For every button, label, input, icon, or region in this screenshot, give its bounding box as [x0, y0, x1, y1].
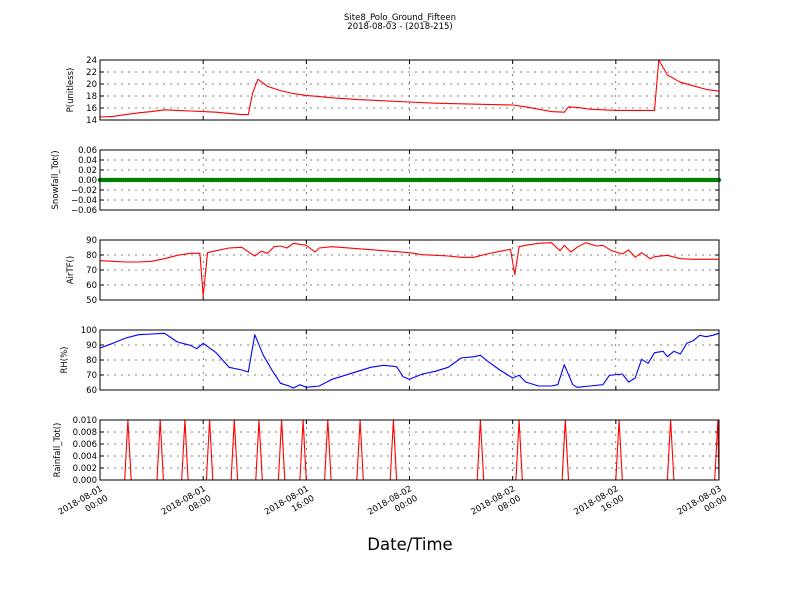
y-axis-ticks: 50 60 70 80 90	[86, 236, 720, 306]
series	[97, 177, 722, 183]
y-tick-label: 0.06	[78, 146, 97, 156]
axes-frame	[99, 419, 720, 481]
y-tick-label: 0.010	[73, 416, 97, 426]
y-tick-label: −0.02	[71, 186, 97, 196]
y-tick-label: 22	[86, 68, 97, 78]
panels: 141618202224P(unitless)−0.06−0.04−0.020.…	[51, 56, 722, 486]
y-tick-label: 80	[86, 251, 97, 261]
y-tick-label: 60	[86, 386, 97, 396]
y-axis-label: Rainfall_Tot()	[53, 423, 63, 478]
y-tick-label: 16	[86, 104, 97, 114]
y-axis-ticks: 60 70 80 90 100	[81, 326, 720, 396]
grid	[100, 330, 719, 390]
y-tick-label: 0.02	[78, 166, 97, 176]
y-tick-label: 0.002	[73, 464, 97, 474]
y-tick-label: 90	[86, 236, 97, 246]
y-axis-label: RH(%)	[60, 346, 70, 373]
y-tick-label: 0.04	[78, 156, 97, 166]
grid	[100, 60, 719, 120]
panel-1: 14 16 18 20 22 24 P(unitless)	[66, 56, 720, 126]
axes-frame	[99, 329, 720, 391]
grid	[100, 240, 719, 300]
y-tick-label: 0.008	[73, 428, 97, 438]
panel-5: 0.000 0.002 0.004 0.006 0.008 0.010 Rainfall_T…	[53, 416, 720, 486]
y-tick-label: 0.00	[78, 176, 97, 186]
y-axis-ticks: 14 16 18 20 22 24	[86, 56, 720, 126]
y-tick-label: −0.04	[71, 196, 97, 206]
y-tick-label: 20	[86, 80, 97, 90]
y-axis-label: AirTF()	[66, 256, 76, 284]
y-tick-label: 24	[86, 56, 97, 66]
series	[99, 332, 720, 389]
y-tick-label: 90	[86, 341, 97, 351]
x-axis-label: Date/Time	[367, 535, 452, 554]
chart-title: Site8_Polo_Ground_Fifteen	[344, 13, 456, 23]
series	[99, 242, 719, 297]
y-tick-label: 100	[81, 326, 97, 336]
y-tick-label: −0.06	[71, 206, 97, 216]
y-tick-label: 60	[86, 281, 97, 291]
series	[99, 59, 720, 118]
grid	[100, 420, 719, 480]
y-tick-label: 80	[86, 356, 97, 366]
y-tick-label: 0.000	[73, 476, 97, 486]
y-axis-label: Snowfall_Tot()	[51, 150, 61, 209]
y-tick-label: 14	[86, 116, 97, 126]
y-tick-label: 0.006	[73, 440, 97, 450]
panel-3: 50 60 70 80 90 AirTF()	[66, 236, 720, 306]
y-tick-label: 18	[86, 92, 97, 102]
axes-frame	[99, 149, 720, 211]
axes-frame	[99, 239, 720, 301]
panel-2: −0.06−0.04−0.020.000.020.040.06 Snowfall_…	[51, 146, 722, 216]
y-tick-label: 0.004	[73, 452, 97, 462]
y-tick-label: 70	[86, 266, 97, 276]
series-line	[99, 59, 720, 118]
panel-4: 60 70 80 90 100 RH(%)	[60, 326, 720, 396]
chart-subtitle: 2018-08-03 - (2018-215)	[347, 22, 452, 32]
series-line	[99, 332, 720, 389]
axes-frame	[99, 59, 720, 121]
y-tick-label: 50	[86, 296, 97, 306]
y-tick-label: 70	[86, 371, 97, 381]
y-axis-label: P(unitless)	[66, 68, 76, 113]
series-line	[99, 242, 719, 297]
